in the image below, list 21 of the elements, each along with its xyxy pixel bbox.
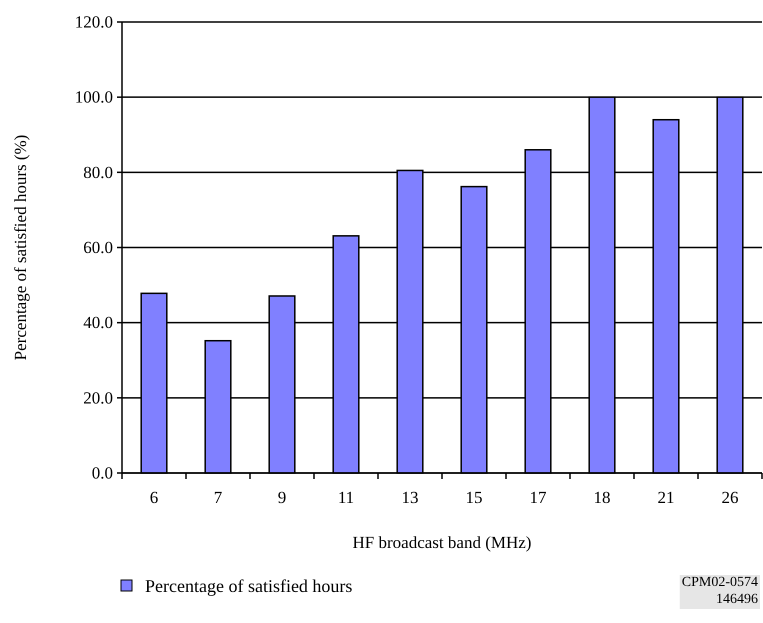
x-tick-label: 26 — [722, 488, 738, 507]
x-axis-title: HF broadcast band (MHz) — [352, 533, 532, 552]
y-tick-label: 80.0 — [83, 162, 113, 182]
y-tick-label: 40.0 — [83, 313, 113, 332]
x-tick-label: 7 — [214, 488, 223, 507]
y-tick-label: 100.0 — [74, 88, 113, 107]
x-tick-label: 17 — [530, 488, 547, 507]
text: CPM02-0574 146496 — [682, 575, 758, 607]
y-tick-label: 20.0 — [83, 388, 113, 408]
y-tick-label: 0.0 — [92, 463, 113, 482]
y-tick-label: 120.0 — [74, 12, 113, 32]
x-tick-label: 21 — [658, 488, 674, 507]
x-tick-label: 13 — [402, 488, 418, 507]
x-tick-label: 11 — [338, 488, 354, 507]
x-tick-label: 6 — [150, 488, 158, 507]
legend-label: Percentage of satisfied hours — [145, 576, 352, 596]
x-tick-label: 18 — [594, 488, 610, 507]
x-tick-label: 9 — [278, 488, 286, 507]
y-tick-label: 60.0 — [83, 238, 113, 257]
y-axis-title: Percentage of satisfied hours (%) — [11, 134, 30, 360]
x-tick-label: 15 — [466, 488, 482, 507]
